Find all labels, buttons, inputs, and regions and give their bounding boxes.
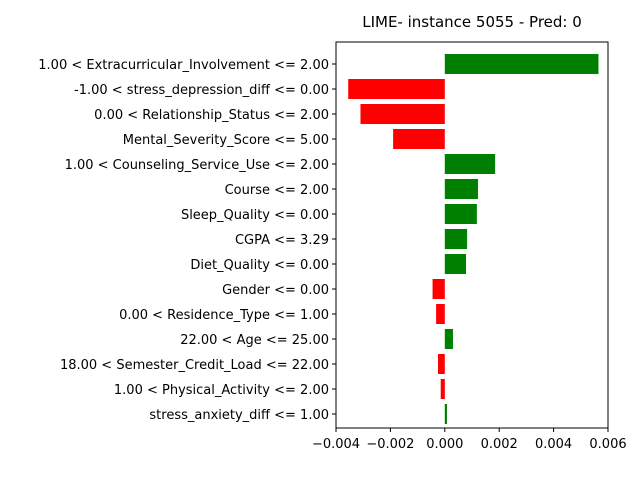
bars-group [348, 54, 599, 424]
x-tick-label-0: −0.004 [312, 437, 360, 452]
bar-3 [393, 129, 445, 149]
y-label-12: 18.00 < Semester_Credit_Load <= 22.00 [60, 358, 329, 373]
bar-12 [438, 354, 445, 374]
y-label-10: 0.00 < Residence_Type <= 1.00 [119, 308, 329, 323]
y-label-4: 1.00 < Counseling_Service_Use <= 2.00 [65, 158, 329, 173]
bar-7 [444, 229, 468, 249]
y-label-0: 1.00 < Extracurricular_Involvement <= 2.… [38, 58, 329, 73]
bar-8 [444, 254, 467, 274]
x-tick-label-5: 0.006 [589, 437, 626, 452]
x-tick-label-3: 0.002 [481, 437, 518, 452]
y-label-2: 0.00 < Relationship_Status <= 2.00 [94, 108, 329, 123]
bar-0 [444, 54, 599, 74]
y-label-1: -1.00 < stress_depression_diff <= 0.00 [74, 83, 329, 98]
x-axis: −0.004 −0.002 0.000 0.002 0.004 0.006 [312, 428, 627, 452]
bar-13 [440, 379, 445, 399]
y-label-11: 22.00 < Age <= 25.00 [180, 333, 329, 348]
y-label-13: 1.00 < Physical_Activity <= 2.00 [114, 383, 329, 398]
bar-10 [436, 304, 445, 324]
x-tick-label-1: −0.002 [366, 437, 414, 452]
bar-1 [348, 79, 445, 99]
bar-14 [444, 404, 447, 424]
plot-frame [335, 41, 609, 429]
y-tick-labels: 1.00 < Extracurricular_Involvement <= 2.… [38, 58, 336, 423]
y-label-6: Sleep_Quality <= 0.00 [181, 208, 329, 223]
x-tick-label-4: 0.004 [535, 437, 572, 452]
chart-title: LIME- instance 5055 - Pred: 0 [362, 13, 582, 31]
y-label-5: Course <= 2.00 [225, 183, 329, 198]
y-label-3: Mental_Severity_Score <= 5.00 [123, 133, 329, 148]
y-label-9: Gender <= 0.00 [222, 283, 329, 298]
y-label-8: Diet_Quality <= 0.00 [190, 258, 329, 273]
bar-11 [444, 329, 453, 349]
bar-2 [360, 104, 445, 124]
bar-5 [444, 179, 478, 199]
y-label-7: CGPA <= 3.29 [235, 233, 329, 248]
x-tick-label-2: 0.000 [426, 437, 463, 452]
bar-9 [432, 279, 445, 299]
bar-6 [444, 204, 477, 224]
y-label-14: stress_anxiety_diff <= 1.00 [149, 408, 329, 423]
bar-4 [444, 154, 496, 174]
